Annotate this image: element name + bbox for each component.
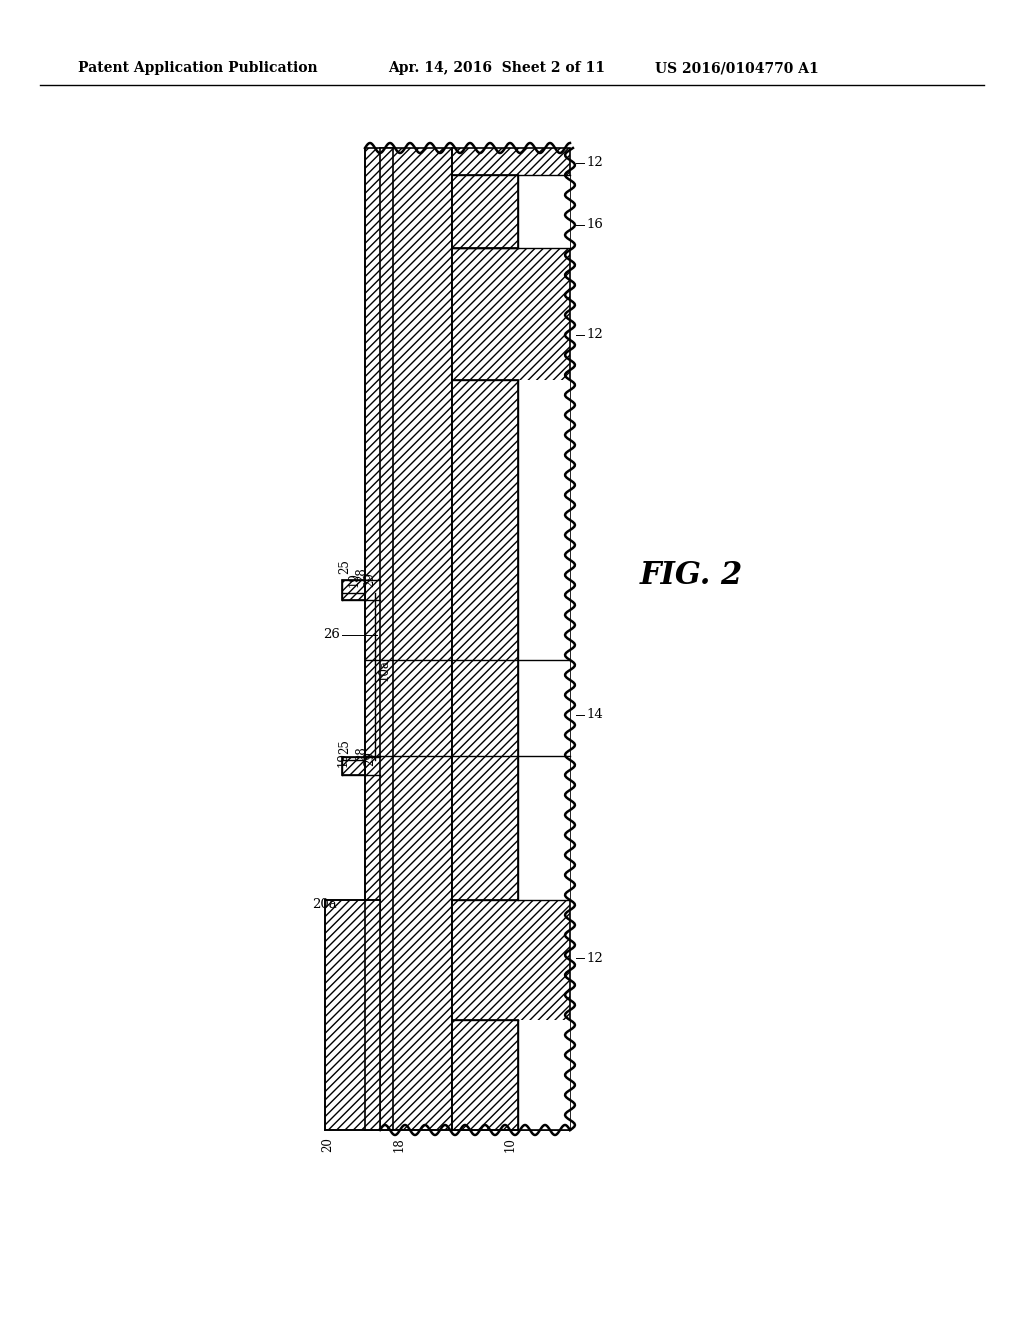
Text: 29: 29: [364, 573, 377, 587]
Bar: [452, 176, 518, 248]
Bar: [452, 380, 518, 900]
Text: FIG. 2: FIG. 2: [640, 560, 743, 590]
Bar: [342, 579, 365, 601]
Text: 19: 19: [347, 573, 360, 587]
Text: 20a: 20a: [312, 899, 337, 912]
Text: 25: 25: [339, 560, 351, 574]
Text: 12: 12: [586, 329, 603, 342]
Bar: [380, 148, 393, 1130]
Text: 10: 10: [504, 1138, 516, 1152]
Text: 12: 12: [586, 157, 603, 169]
Bar: [518, 176, 570, 248]
Bar: [518, 380, 570, 900]
Text: 19: 19: [337, 752, 349, 767]
Text: Apr. 14, 2016  Sheet 2 of 11: Apr. 14, 2016 Sheet 2 of 11: [388, 61, 605, 75]
Text: Patent Application Publication: Patent Application Publication: [78, 61, 317, 75]
Text: US 2016/0104770 A1: US 2016/0104770 A1: [655, 61, 819, 75]
Text: 20: 20: [322, 1138, 335, 1152]
Bar: [452, 148, 570, 1130]
Bar: [518, 1020, 570, 1130]
Bar: [452, 1020, 518, 1130]
Text: 12: 12: [586, 952, 603, 965]
Bar: [325, 900, 380, 1130]
Text: 16: 16: [586, 219, 603, 231]
Text: 28: 28: [355, 747, 369, 762]
Text: 29: 29: [364, 751, 377, 767]
Text: 25: 25: [339, 739, 351, 755]
Text: 26: 26: [324, 628, 340, 642]
Bar: [342, 756, 365, 775]
Text: 28: 28: [355, 568, 369, 582]
Text: 10a: 10a: [378, 659, 390, 681]
Text: 18: 18: [392, 1138, 406, 1152]
Text: 14: 14: [586, 709, 603, 722]
Bar: [365, 148, 452, 1130]
